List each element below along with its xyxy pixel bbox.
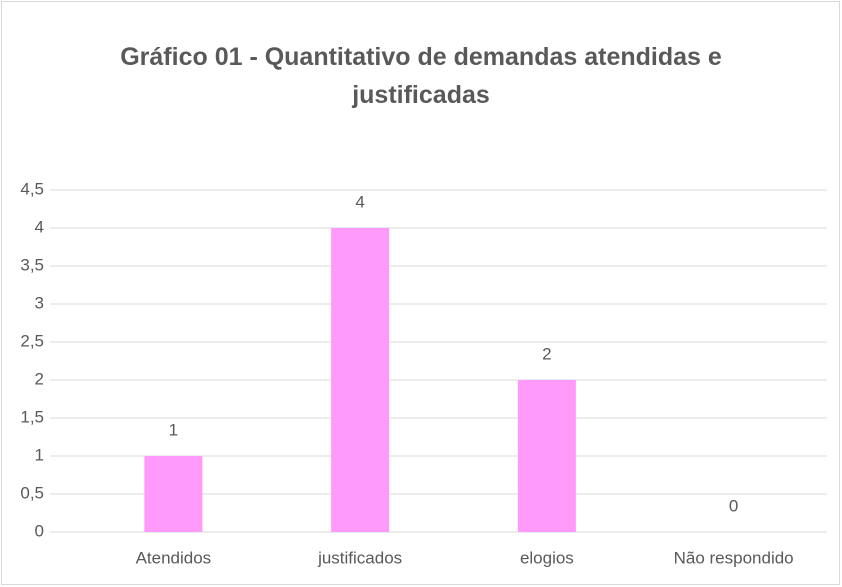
y-tick-label: 3,5 bbox=[20, 255, 44, 274]
x-tick-label: Não respondido bbox=[674, 548, 794, 567]
y-tick-label: 4 bbox=[35, 217, 44, 236]
y-tick-label: 1,5 bbox=[20, 407, 44, 426]
y-tick-label: 1 bbox=[35, 445, 44, 464]
x-tick-label: justificados bbox=[317, 548, 402, 567]
x-tick-label: elogios bbox=[520, 548, 574, 567]
y-tick-label: 3 bbox=[35, 293, 44, 312]
y-tick-label: 0 bbox=[35, 521, 44, 540]
y-tick-label: 0,5 bbox=[20, 483, 44, 502]
bar bbox=[517, 380, 576, 532]
bar bbox=[331, 228, 390, 532]
y-tick-label: 2,5 bbox=[20, 331, 44, 350]
data-label: 4 bbox=[355, 192, 364, 211]
data-label: 2 bbox=[542, 344, 551, 363]
x-tick-label: Atendidos bbox=[136, 548, 212, 567]
data-label: 0 bbox=[729, 496, 738, 515]
bar bbox=[144, 456, 203, 532]
data-label: 1 bbox=[169, 420, 178, 439]
y-tick-label: 4,5 bbox=[20, 179, 44, 198]
chart-title: Gráfico 01 - Quantitativo de demandas at… bbox=[120, 43, 722, 109]
y-tick-label: 2 bbox=[35, 369, 44, 388]
